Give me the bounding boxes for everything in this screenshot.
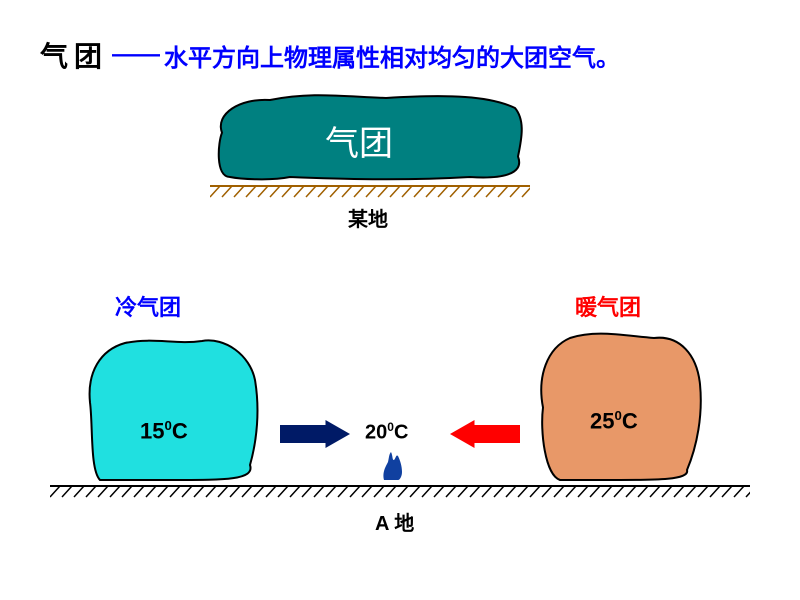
- cold-mass-blob: [85, 335, 265, 485]
- warm-mass-temp: 250C: [590, 408, 638, 434]
- bottom-ground-label: A 地: [375, 507, 414, 536]
- center-temp: 200C: [365, 420, 408, 445]
- title-dash: ——: [112, 41, 160, 69]
- cold-mass-temp: 150C: [140, 418, 188, 444]
- cold-mass-title: 冷气团: [115, 290, 181, 322]
- cold-arrow-icon: [280, 420, 350, 448]
- air-mass-label: 气团: [325, 116, 393, 165]
- warm-mass-title: 暖气团: [575, 290, 641, 322]
- top-ground-label: 某地: [348, 203, 388, 232]
- top-ground-hatch: [210, 185, 530, 201]
- center-marker-icon: [380, 450, 406, 480]
- title-definition: 水平方向上物理属性相对均匀的大团空气。: [164, 38, 620, 73]
- title-main: 气团: [40, 35, 108, 75]
- warm-arrow-icon: [450, 420, 520, 448]
- title-row: 气团 —— 水平方向上物理属性相对均匀的大团空气。: [40, 35, 620, 75]
- bottom-ground-hatch: [50, 485, 750, 501]
